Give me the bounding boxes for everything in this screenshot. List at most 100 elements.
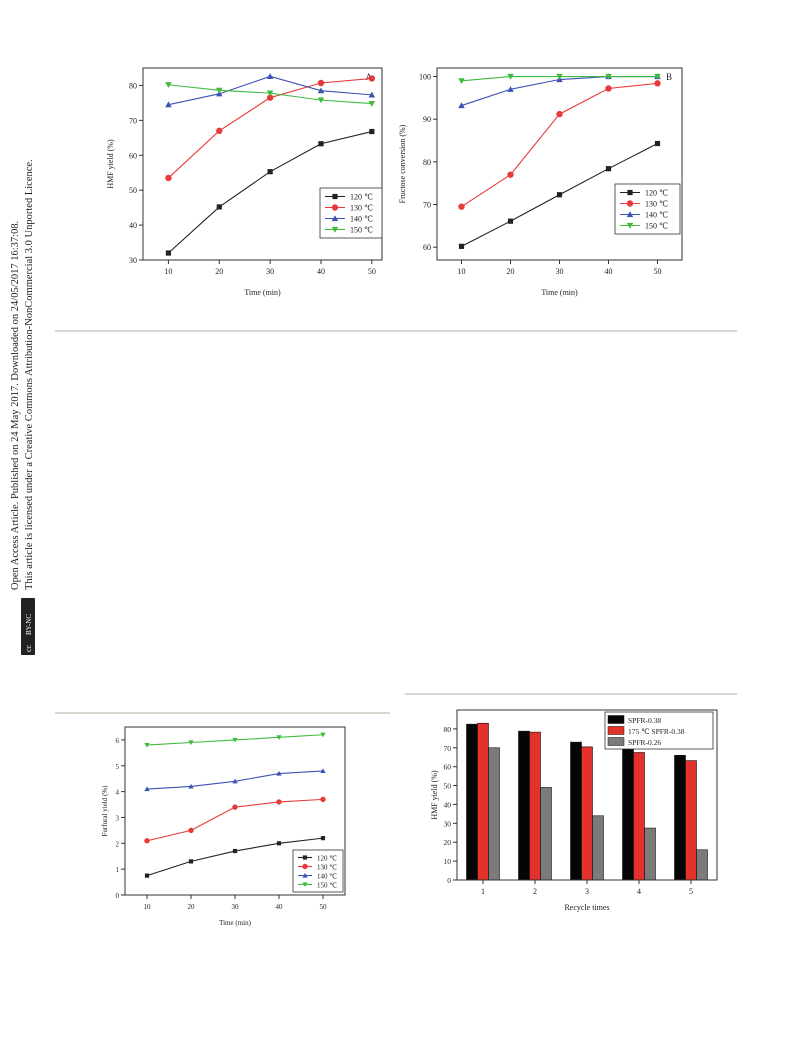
data-point xyxy=(144,873,150,878)
chart-svg: 0 1 2 3 4 5 6 10 20 30 40 50 Time (min) Furfural yiel… xyxy=(101,726,346,927)
data-point xyxy=(165,174,172,182)
data-point xyxy=(188,783,194,789)
y-axis-label: HMF yield (%) xyxy=(430,770,439,820)
bar xyxy=(466,723,478,881)
legend-entry: 140 ℃ xyxy=(645,211,668,220)
x-axis-label: Recycle times xyxy=(564,903,609,912)
legend-entry: 130 ℃ xyxy=(645,200,668,209)
bar xyxy=(477,722,489,881)
data-point xyxy=(188,827,194,834)
legend-swatch-marker xyxy=(627,189,633,196)
y-axis-label: Fructose conversion (%) xyxy=(398,124,407,203)
legend-entry: 150 ℃ xyxy=(350,226,373,235)
data-point xyxy=(369,128,375,135)
data-point xyxy=(320,796,326,803)
chart-hmf-yield-vs-time: 30 40 50 60 70 80 10 20 30 40 50 Time (min) HMF yiel… xyxy=(95,60,400,300)
legend-swatch xyxy=(607,737,625,746)
legend-entry: SPFR-0.26 xyxy=(628,738,661,747)
data-point xyxy=(458,243,465,249)
data-point xyxy=(368,91,376,98)
data-point xyxy=(216,87,223,94)
y-tick-label: 100 xyxy=(419,73,431,82)
license-line-1: Open Access Article. Published on 24 May… xyxy=(10,221,21,590)
legend-swatch-marker xyxy=(302,882,308,888)
y-tick-label: 80 xyxy=(129,81,137,90)
series-2 xyxy=(144,768,326,792)
data-point xyxy=(188,859,194,864)
legend-entry: 120 ℃ xyxy=(645,189,668,198)
legend-swatch-marker xyxy=(331,215,339,222)
x-tick-label: 50 xyxy=(654,267,662,276)
data-point xyxy=(318,141,324,147)
license-sidebar: Open Access Article. Published on 24 May… xyxy=(0,0,40,700)
bar xyxy=(696,849,708,881)
data-point xyxy=(320,836,326,841)
chart-svg: 30 40 50 60 70 80 10 20 30 40 50 Time (min) HMF yiel… xyxy=(106,67,383,297)
legend-swatch-marker xyxy=(302,855,308,860)
legend-swatch-marker xyxy=(626,222,634,229)
series-3 xyxy=(165,82,376,107)
data-point xyxy=(232,804,238,810)
data-point xyxy=(144,838,150,844)
data-point xyxy=(276,799,282,805)
data-point xyxy=(507,218,514,224)
data-point xyxy=(458,203,465,210)
bar xyxy=(644,827,656,881)
data-point xyxy=(188,740,194,746)
y-tick-label: 2 xyxy=(116,840,120,848)
y-tick-label: 50 xyxy=(444,782,452,791)
x-tick-label: 20 xyxy=(215,267,223,276)
data-point xyxy=(165,250,172,256)
data-point xyxy=(507,171,514,178)
x-tick-label: 10 xyxy=(144,903,152,911)
divider-top xyxy=(55,330,737,332)
bar xyxy=(685,760,697,881)
data-point xyxy=(276,841,282,846)
data-point xyxy=(216,127,223,135)
bar xyxy=(592,815,604,881)
chart-svg: 60 70 80 90 100 10 20 30 40 50 Time (min) Fructose … xyxy=(398,67,683,297)
legend-swatch-marker xyxy=(331,226,339,233)
legend-swatch-marker xyxy=(302,863,308,870)
y-axis-label: HMF yield (%) xyxy=(106,139,115,189)
y-tick-label: 3 xyxy=(116,814,120,822)
y-tick-label: 90 xyxy=(423,115,431,124)
chart-hmf-yield-recycle: 0 10 20 30 40 50 60 70 80 1 2 3 4 5 Recycle times HMF y… xyxy=(425,700,725,915)
bar xyxy=(529,731,541,881)
chart-svg: 0 10 20 30 40 50 60 70 80 1 2 3 4 5 Recycle times HMF y… xyxy=(430,709,718,912)
bar xyxy=(570,741,582,881)
series-1 xyxy=(144,796,326,844)
x-tick-label: 10 xyxy=(164,267,172,276)
x-axis-label: Time (min) xyxy=(219,919,251,927)
bar xyxy=(488,747,500,881)
legend-entry: 140 ℃ xyxy=(317,873,337,881)
legend-entry: 150 ℃ xyxy=(645,222,668,231)
x-tick-label: 30 xyxy=(556,267,564,276)
y-tick-label: 60 xyxy=(423,243,431,252)
y-tick-label: 30 xyxy=(444,819,452,828)
y-axis-label: Furfural yield (%) xyxy=(101,785,109,837)
data-point xyxy=(605,166,612,172)
x-axis-label: Time (min) xyxy=(541,288,578,297)
x-tick-label: 40 xyxy=(276,903,284,911)
data-point xyxy=(605,73,612,80)
legend-entry: 130 ℃ xyxy=(317,864,337,872)
data-point xyxy=(507,86,514,92)
y-tick-label: 60 xyxy=(129,151,137,160)
y-tick-label: 50 xyxy=(129,186,137,195)
plot-frame xyxy=(142,67,383,261)
data-point xyxy=(266,90,274,97)
data-point xyxy=(458,78,465,85)
data-point xyxy=(458,102,465,109)
legend-entry: 130 ℃ xyxy=(350,204,373,213)
y-tick-label: 80 xyxy=(423,158,431,167)
series-3 xyxy=(458,73,661,85)
x-tick-label: 50 xyxy=(320,903,328,911)
data-point xyxy=(556,110,563,118)
y-tick-label: 0 xyxy=(447,876,451,885)
data-point xyxy=(144,742,150,748)
cc-license-badge[interactable]: cc BY-NC xyxy=(21,598,35,655)
x-tick-label: 30 xyxy=(266,267,274,276)
bar xyxy=(540,787,552,881)
x-tick-label: 5 xyxy=(689,887,693,896)
